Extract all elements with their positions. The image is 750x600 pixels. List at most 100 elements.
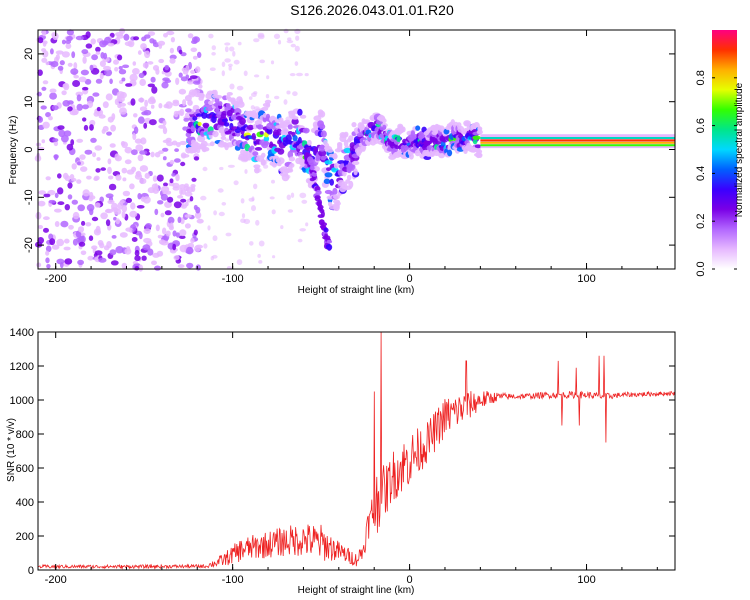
noise-blob xyxy=(296,72,303,77)
noise-blob xyxy=(89,124,94,131)
ridge-blob xyxy=(302,127,310,134)
noise-blob xyxy=(191,177,197,182)
ridge-blob xyxy=(396,136,401,143)
noise-blob xyxy=(78,241,86,247)
noise-blob xyxy=(92,92,100,97)
noise-blob xyxy=(290,192,295,198)
noise-blob xyxy=(149,96,155,103)
noise-blob xyxy=(233,59,240,65)
noise-blob xyxy=(164,79,172,83)
noise-blob xyxy=(253,183,258,190)
noise-blob xyxy=(119,232,128,238)
noise-blob xyxy=(273,33,281,39)
noise-blob xyxy=(99,196,104,203)
noise-blob xyxy=(157,234,163,239)
noise-blob xyxy=(156,250,164,257)
spectrogram-y-axis-label: Frequency (Hz) xyxy=(8,116,19,185)
ridge-blob xyxy=(346,174,352,181)
noise-blob xyxy=(40,105,47,110)
ridge-blob xyxy=(201,111,208,119)
spectrogram-x-axis-label: Height of straight line (km) xyxy=(298,285,415,296)
noise-blob xyxy=(84,78,92,85)
noise-blob xyxy=(110,260,119,266)
colorbar-label: Normalized spectral amplitude xyxy=(734,82,745,217)
ridge-blob xyxy=(223,122,230,127)
noise-blob xyxy=(304,73,309,77)
noise-blob xyxy=(175,77,180,86)
noise-blob xyxy=(131,166,137,172)
ridge-blob xyxy=(348,135,354,142)
ridge-blob xyxy=(477,149,483,154)
noise-blob xyxy=(115,174,122,181)
noise-blob xyxy=(139,178,147,185)
noise-blob xyxy=(134,249,140,257)
noise-blob xyxy=(162,127,168,135)
colorbar-tick-label: 0.6 xyxy=(695,118,707,133)
noise-blob xyxy=(88,235,94,241)
noise-blob xyxy=(172,230,177,237)
ridge-blob xyxy=(323,227,329,233)
snr-y-tick-label: 400 xyxy=(16,497,34,509)
ridge-blob xyxy=(246,124,255,131)
noise-blob xyxy=(76,179,82,184)
noise-blob xyxy=(154,151,161,158)
noise-blob xyxy=(86,175,92,180)
noise-blob xyxy=(52,138,59,143)
noise-blob xyxy=(141,255,147,261)
noise-blob xyxy=(158,124,166,129)
snr-y-tick-label: 200 xyxy=(16,531,34,543)
noise-blob xyxy=(76,103,83,111)
colorbar: 0.0 0.2 0.4 0.6 0.8 Normalized spectral ampl… xyxy=(695,30,745,277)
ridge-blob xyxy=(415,125,421,131)
noise-blob xyxy=(224,138,230,142)
noise-blob xyxy=(57,65,64,71)
noise-blob xyxy=(54,192,59,199)
noise-blob xyxy=(61,135,69,143)
ridge-blob xyxy=(297,136,302,144)
noise-blob xyxy=(109,249,117,256)
noise-blob xyxy=(193,229,198,236)
noise-blob xyxy=(154,265,161,271)
ridge-blob xyxy=(282,127,289,136)
noise-blob xyxy=(248,96,253,100)
ridge-blob xyxy=(261,152,266,158)
noise-blob xyxy=(114,67,119,72)
noise-blob xyxy=(181,154,190,158)
ridge-blob xyxy=(288,156,296,162)
noise-blob xyxy=(115,246,124,254)
ridge-blob xyxy=(218,101,223,107)
snr-x-tick-label: 100 xyxy=(577,574,595,586)
noise-blob xyxy=(257,253,261,258)
noise-blob xyxy=(118,102,126,107)
noise-blob xyxy=(45,245,52,253)
noise-blob xyxy=(161,185,170,193)
spectrogram-y-tick-label: 0 xyxy=(23,146,35,152)
colorbar-ticks: 0.0 0.2 0.4 0.6 0.8 xyxy=(695,70,737,277)
ridge-blob xyxy=(310,164,315,170)
noise-blob xyxy=(69,110,79,116)
noise-blob xyxy=(194,211,202,219)
noise-blob xyxy=(169,47,174,54)
noise-blob xyxy=(71,163,77,170)
noise-blob xyxy=(42,121,50,129)
noise-blob xyxy=(169,222,174,229)
ridge-blob xyxy=(287,150,294,159)
noise-blob xyxy=(100,167,106,171)
noise-blob xyxy=(94,250,103,256)
ridge-blob xyxy=(263,141,270,146)
noise-blob xyxy=(140,43,147,50)
noise-blob xyxy=(124,248,132,255)
noise-blob xyxy=(118,69,127,75)
noise-blob xyxy=(111,235,117,239)
noise-blob xyxy=(100,52,105,59)
noise-blob xyxy=(186,246,194,255)
noise-blob xyxy=(129,210,138,218)
ridge-blob xyxy=(323,178,331,184)
noise-blob xyxy=(99,242,105,249)
noise-blob xyxy=(51,105,59,111)
noise-blob xyxy=(197,51,202,59)
noise-blob xyxy=(295,35,300,41)
noise-blob xyxy=(107,158,112,165)
noise-blob xyxy=(125,83,133,87)
